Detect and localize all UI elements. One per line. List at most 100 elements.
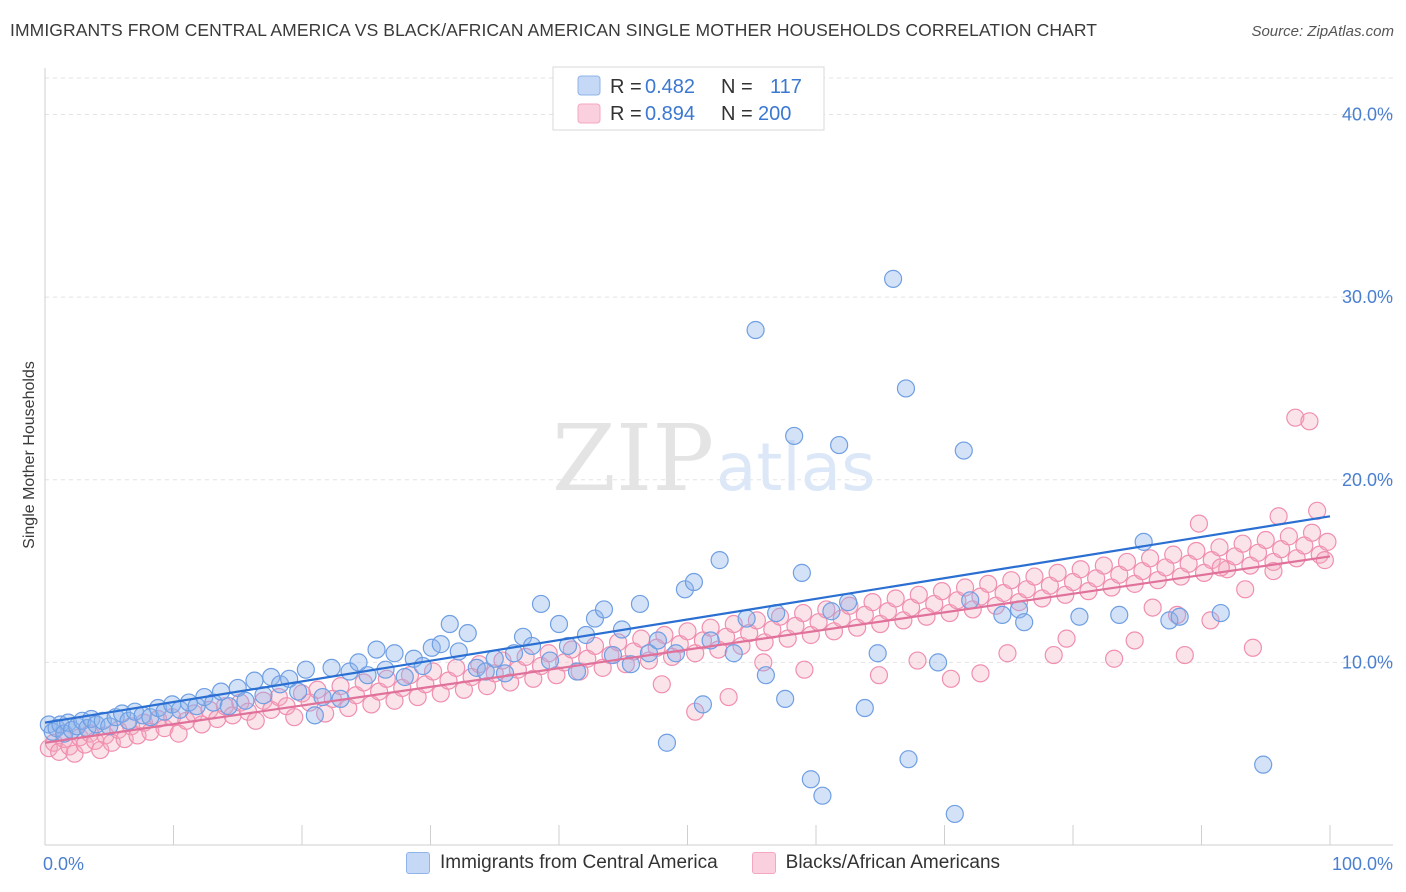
- scatter-point-blue: [549, 614, 569, 634]
- trend-lines: [44, 515, 1331, 744]
- scatter-point-blue: [776, 689, 795, 709]
- grid-layer: [45, 77, 1393, 663]
- scatter-point-blue: [1110, 605, 1129, 625]
- scatter-point-blue: [710, 551, 729, 570]
- scatter-point-blue: [485, 649, 504, 668]
- scatter-point-blue: [1015, 613, 1034, 632]
- scatter-point-pink: [1164, 545, 1183, 564]
- scatter-point-blue: [785, 426, 804, 446]
- scatter-point-blue: [822, 602, 841, 621]
- scatter-point-blue: [928, 653, 948, 672]
- scatter-point-pink: [795, 660, 814, 679]
- scatter-point-pink: [1143, 598, 1162, 617]
- legend-swatch-blue-bottom: [405, 852, 430, 874]
- scatter-point-blue: [1254, 755, 1273, 774]
- scatter-point-blue: [621, 655, 641, 674]
- scatter-point-pink: [908, 651, 927, 670]
- scatter-point-blue: [737, 609, 756, 628]
- top-legend: R = 0.482 N = 117 R = 0.894 N = 200: [552, 66, 825, 131]
- scatter-point-pink: [652, 675, 671, 694]
- legend-r-label-blue: R =: [610, 76, 642, 98]
- scatter-point-pink: [1105, 649, 1124, 668]
- scatter-point-pink: [678, 622, 697, 641]
- scatter-point-pink: [1233, 534, 1252, 553]
- bottom-legend-pink[interactable]: Blacks/African Americans: [751, 852, 1000, 874]
- scatter-point-pink: [909, 585, 928, 604]
- scatter-point-pink: [863, 593, 882, 612]
- scatter-point-blue: [322, 658, 341, 677]
- scatter-point-blue: [756, 666, 775, 685]
- scatter-point-pink: [539, 644, 558, 663]
- scatter-point-blue: [349, 653, 368, 672]
- scatter-point-pink: [65, 744, 84, 763]
- legend-n-label-blue: N =: [721, 76, 753, 98]
- scatter-point-blue: [458, 624, 477, 643]
- x-tick-label-min: 0.0%: [43, 854, 84, 874]
- legend-r-label-pink: R =: [610, 103, 642, 125]
- scatter-point-blue: [119, 711, 138, 730]
- scatter-point-blue: [868, 644, 887, 663]
- scatter-point-blue: [813, 786, 832, 805]
- scatter-point-pink: [1243, 638, 1263, 657]
- scatter-point-pink: [941, 669, 961, 688]
- scatter-point-pink: [1025, 567, 1044, 586]
- scatter-point-pink: [1201, 611, 1220, 630]
- legend-r-value-blue: 0.482: [645, 76, 695, 98]
- legend-swatch-pink: [577, 103, 601, 124]
- legend-swatch-blue: [577, 75, 601, 96]
- scatter-point-blue: [385, 644, 404, 663]
- scatter-point-pink: [516, 647, 535, 667]
- scatter-point-blue: [657, 733, 677, 752]
- scatter-point-pink: [1175, 645, 1194, 665]
- scatter-point-pink: [1189, 514, 1209, 533]
- scatter-point-blue: [830, 435, 849, 455]
- scatter-point-pink: [1140, 549, 1160, 568]
- scatter-point-blue: [839, 593, 858, 612]
- scatter-point-pink: [1300, 412, 1319, 431]
- scatter-point-blue: [495, 664, 515, 683]
- scatter-point-pink: [971, 664, 990, 683]
- scatter-point-blue: [945, 804, 964, 824]
- y-tick-label: 30.0%: [1342, 287, 1393, 307]
- chart-title: IMMIGRANTS FROM CENTRAL AMERICA VS BLACK…: [10, 20, 1098, 40]
- scatter-point-blue: [476, 662, 495, 681]
- y-axis-label: Single Mother Households: [21, 361, 38, 549]
- scatter-point-pink: [686, 702, 705, 721]
- scatter-point-pink: [285, 708, 304, 727]
- scatter-point-blue: [1211, 603, 1230, 623]
- scatter-point-blue: [305, 706, 324, 725]
- scatter-point-blue: [724, 644, 743, 663]
- watermark-atlas: atlas: [716, 429, 876, 506]
- scatter-point-pink: [719, 687, 738, 707]
- scatter-point-pink: [1256, 530, 1275, 550]
- legend-r-value-pink: 0.894: [645, 103, 695, 125]
- scatter-point-blue: [896, 379, 916, 398]
- scatter-point-pink: [1236, 580, 1255, 599]
- scatter-point-blue: [289, 682, 308, 701]
- axis-layer: [44, 68, 1393, 846]
- y-tick-label: 20.0%: [1342, 470, 1393, 490]
- bottom-legend-blue[interactable]: Immigrants from Central America: [405, 852, 718, 874]
- series-pink-points: [39, 408, 1337, 763]
- scatter-point-blue: [792, 563, 811, 582]
- scatter-point-pink: [1210, 538, 1229, 557]
- scatter-point-pink: [246, 711, 265, 730]
- scatter-point-blue: [899, 750, 918, 769]
- tick-labels: 10.0% 20.0% 30.0% 40.0% 0.0% 100.0%: [43, 105, 1393, 874]
- legend-swatch-pink-bottom: [751, 852, 776, 874]
- scatter-point-blue: [245, 671, 264, 690]
- scatter-point-blue: [440, 614, 459, 634]
- scatter-point-blue: [100, 717, 119, 736]
- scatter-point-blue: [558, 636, 578, 656]
- scatter-point-blue: [684, 572, 704, 592]
- scatter-point-blue: [141, 708, 160, 727]
- scatter-point-blue: [594, 600, 614, 619]
- scatter-point-blue: [531, 594, 551, 614]
- scatter-point-pink: [869, 666, 889, 685]
- scatter-point-pink: [1057, 629, 1076, 648]
- scatter-point-pink: [331, 677, 350, 696]
- scatter-point-pink: [1302, 523, 1322, 542]
- scatter-point-pink: [701, 618, 720, 637]
- scatter-point-pink: [1286, 408, 1305, 427]
